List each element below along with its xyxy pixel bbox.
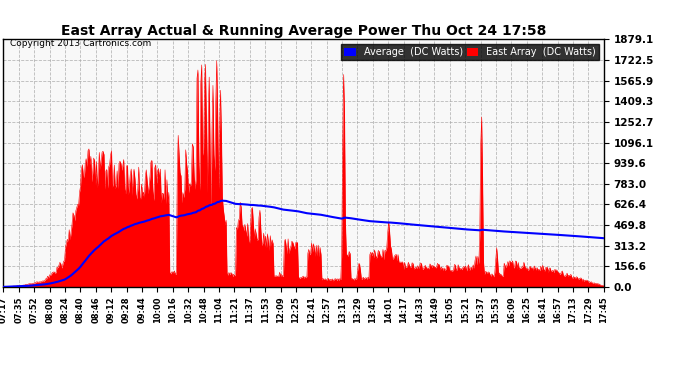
Legend: Average  (DC Watts), East Array  (DC Watts): Average (DC Watts), East Array (DC Watts… xyxy=(342,44,599,60)
Title: East Array Actual & Running Average Power Thu Oct 24 17:58: East Array Actual & Running Average Powe… xyxy=(61,24,546,38)
Text: Copyright 2013 Cartronics.com: Copyright 2013 Cartronics.com xyxy=(10,39,152,48)
